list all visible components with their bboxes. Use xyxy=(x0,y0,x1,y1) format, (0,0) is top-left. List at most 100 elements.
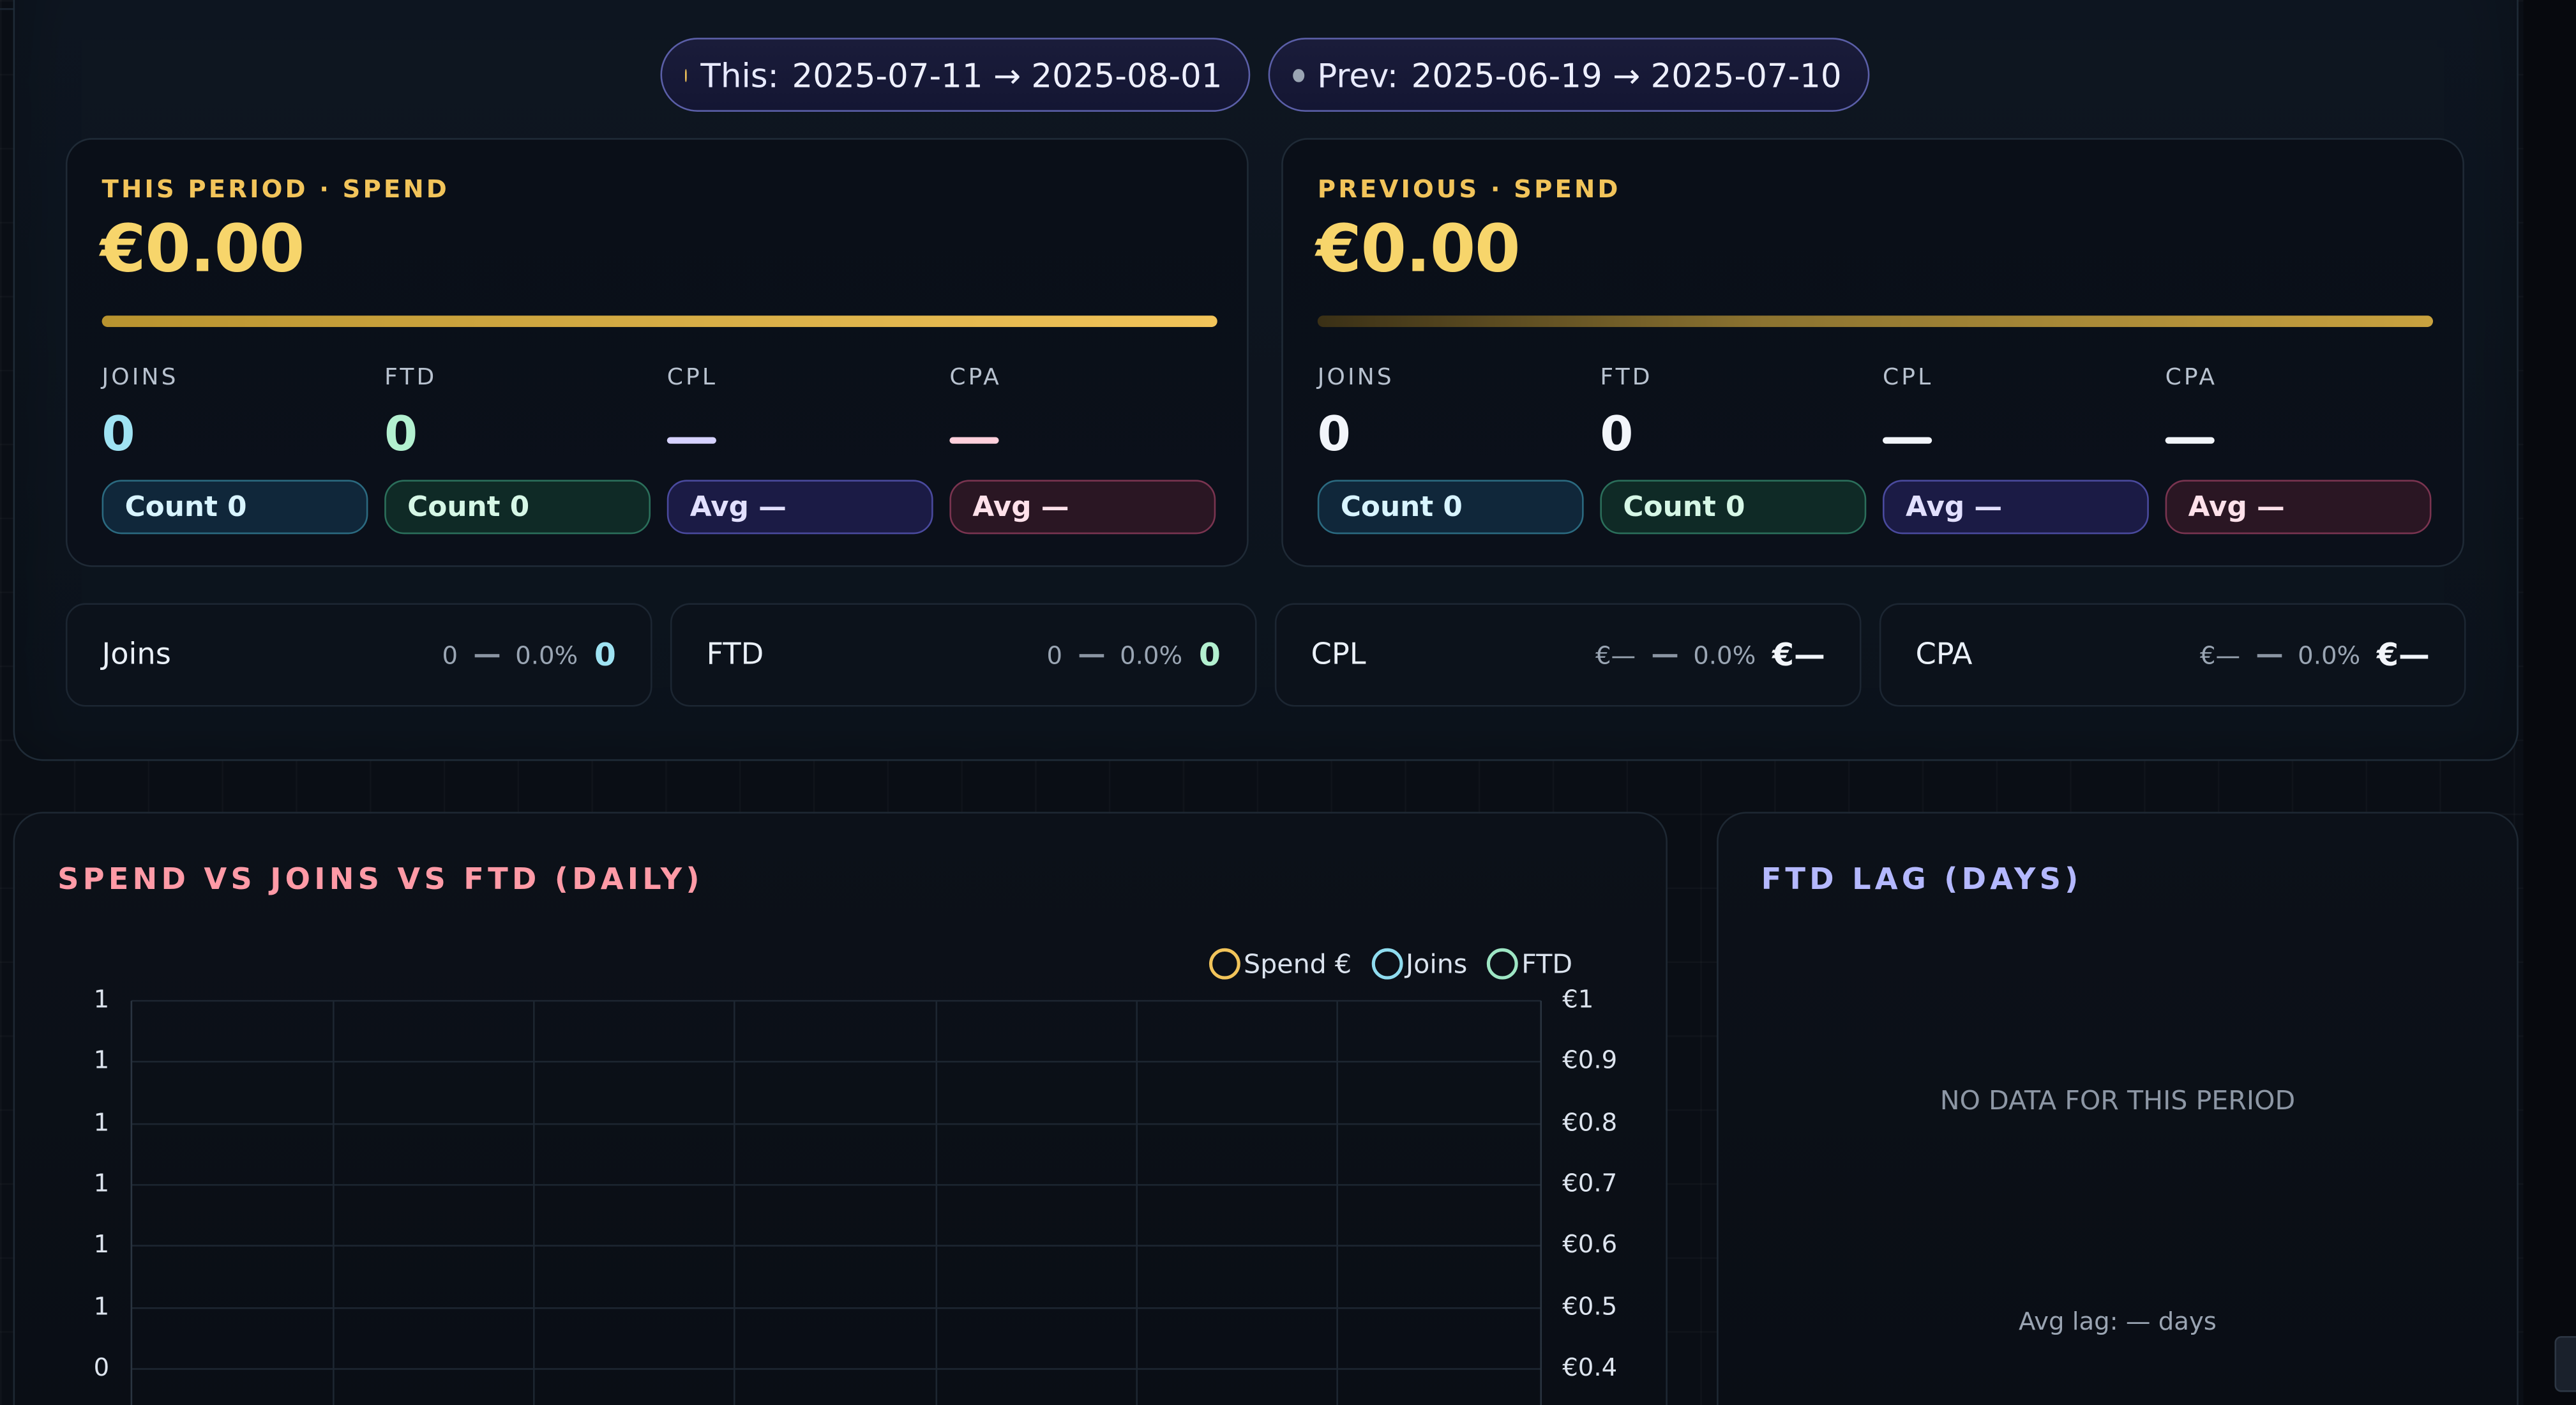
cpa-avg-chip: Avg — xyxy=(949,480,1216,535)
delta-separator xyxy=(2256,654,2282,658)
cpl-avg-chip: Avg — xyxy=(1883,480,2149,535)
legend-label: FTD xyxy=(1521,948,1573,980)
this-period-dot-icon xyxy=(685,68,688,82)
lag-title: FTD LAG (DAYS) xyxy=(1761,862,2083,898)
legend-item-ftd[interactable]: FTD xyxy=(1487,948,1572,980)
metric-label: JOINS xyxy=(1317,365,1394,391)
delta-name: FTD xyxy=(706,637,764,672)
avg-lag-text: Avg lag: — days xyxy=(2019,1306,2217,1337)
delta-card-cpl: CPL €— 0.0% €— xyxy=(1274,603,1862,707)
y-right-tick: €0.5 xyxy=(1562,1291,1618,1321)
metric-label: CPA xyxy=(2165,365,2218,391)
this-period-range: 2025-07-11 → 2025-08-01 xyxy=(792,55,1223,95)
card-kicker: THIS PERIOD · SPEND xyxy=(102,174,449,204)
y-left-tick: 0 xyxy=(93,1352,110,1383)
prev-period-label: Prev: xyxy=(1317,55,1399,95)
metric-cpl: CPL xyxy=(667,365,933,463)
scrollbar-thumb[interactable] xyxy=(2554,1336,2576,1392)
delta-name: CPL xyxy=(1311,637,1366,672)
metric-empty-value xyxy=(667,404,933,464)
spend-joins-ftd-chart-panel: SPEND VS JOINS VS FTD (DAILY) Spend € Jo… xyxy=(13,812,1668,1405)
y-right-tick: €0.6 xyxy=(1562,1229,1618,1259)
prev-period-dot-icon xyxy=(1293,68,1304,82)
cpl-avg-chip: Avg — xyxy=(667,480,933,535)
metric-label: CPL xyxy=(1883,365,1934,391)
y-left-tick: 1 xyxy=(93,1229,110,1259)
spend-progress-fill xyxy=(102,315,1217,328)
metric-cpa: CPA xyxy=(949,365,1216,463)
delta-separator xyxy=(474,654,499,658)
metric-empty-value xyxy=(949,404,1216,464)
metric-label: CPA xyxy=(949,365,1002,391)
metric-empty-value xyxy=(1883,404,2149,464)
this-period-spend-card: THIS PERIOD · SPEND €0.00 JOINS 0 FTD 0 … xyxy=(65,138,1249,567)
ftd-lag-panel: FTD LAG (DAYS) NO DATA FOR THIS PERIOD A… xyxy=(1717,812,2519,1405)
joins-count-chip: Count 0 xyxy=(102,480,368,535)
metric-value: 0 xyxy=(102,406,135,462)
delta-current: 0 xyxy=(1198,637,1221,674)
delta-pct: 0.0% xyxy=(1693,641,1756,671)
spend-progress-fill xyxy=(1317,315,2434,328)
this-period-label: This: xyxy=(700,55,779,95)
delta-current: 0 xyxy=(594,637,616,674)
chart-title: SPEND VS JOINS VS FTD (DAILY) xyxy=(57,862,704,898)
spend-amount: €0.00 xyxy=(100,211,305,288)
y-right-tick: €0.7 xyxy=(1562,1168,1618,1198)
y-left-tick: 1 xyxy=(93,984,110,1014)
metric-empty-value xyxy=(2165,404,2432,464)
delta-values: 0 0.0% 0 xyxy=(442,637,615,674)
delta-separator xyxy=(1652,654,1677,658)
chart-gridlines xyxy=(130,999,1542,1405)
y-left-tick: 1 xyxy=(93,1291,110,1321)
chart-legend: Spend € Joins FTD xyxy=(1209,948,1572,980)
metric-label: FTD xyxy=(384,365,437,391)
y-left-tick: 1 xyxy=(93,1168,110,1198)
legend-item-spend[interactable]: Spend € xyxy=(1209,948,1352,980)
delta-separator xyxy=(1078,654,1104,658)
metric-ftd: FTD 0 xyxy=(1600,365,1866,463)
metric-value: 0 xyxy=(1317,406,1351,462)
legend-joins-ring-icon xyxy=(1371,948,1403,980)
delta-name: Joins xyxy=(102,637,171,672)
metric-ftd: FTD 0 xyxy=(384,365,651,463)
prev-period-range: 2025-06-19 → 2025-07-10 xyxy=(1411,55,1842,95)
delta-prev: 0 xyxy=(1046,641,1063,671)
joins-count-chip: Count 0 xyxy=(1317,480,1584,535)
metric-label: FTD xyxy=(1600,365,1653,391)
metric-label: JOINS xyxy=(102,365,179,391)
delta-prev: €— xyxy=(2199,641,2241,671)
spend-amount: €0.00 xyxy=(1316,211,1520,288)
delta-name: CPA xyxy=(1915,637,1973,672)
this-period-pill[interactable]: This: 2025-07-11 → 2025-08-01 xyxy=(660,38,1251,112)
y-right-tick: €0.9 xyxy=(1562,1045,1618,1075)
y-right-tick: €0.4 xyxy=(1562,1352,1618,1383)
delta-values: €— 0.0% €— xyxy=(2200,637,2430,674)
metric-joins: JOINS 0 xyxy=(102,365,368,463)
delta-pct: 0.0% xyxy=(2298,641,2361,671)
legend-label: Joins xyxy=(1406,948,1468,980)
y-right-tick: €1 xyxy=(1562,984,1594,1014)
prev-period-pill[interactable]: Prev: 2025-06-19 → 2025-07-10 xyxy=(1268,38,1870,112)
legend-ftd-ring-icon xyxy=(1487,948,1519,980)
ftd-count-chip: Count 0 xyxy=(384,480,651,535)
metric-value: 0 xyxy=(384,406,418,462)
delta-current: €— xyxy=(2376,637,2430,674)
scroll-gutter xyxy=(2523,0,2576,1405)
metric-cpl: CPL xyxy=(1883,365,2149,463)
delta-values: €— 0.0% €— xyxy=(1595,637,1825,674)
chart-plot xyxy=(130,999,1542,1405)
legend-item-joins[interactable]: Joins xyxy=(1371,948,1467,980)
delta-values: 0 0.0% 0 xyxy=(1046,637,1220,674)
y-right-tick: €0.8 xyxy=(1562,1107,1618,1137)
card-kicker: PREVIOUS · SPEND xyxy=(1317,174,1621,204)
delta-pct: 0.0% xyxy=(1120,641,1183,671)
delta-card-joins: Joins 0 0.0% 0 xyxy=(65,603,652,707)
metric-joins: JOINS 0 xyxy=(1318,365,1584,463)
y-left-tick: 1 xyxy=(93,1107,110,1137)
delta-current: €— xyxy=(1772,637,1825,674)
no-data-message: NO DATA FOR THIS PERIOD xyxy=(1940,1084,2296,1116)
delta-card-ftd: FTD 0 0.0% 0 xyxy=(670,603,1257,707)
cpa-avg-chip: Avg — xyxy=(2165,480,2432,535)
delta-prev: 0 xyxy=(442,641,458,671)
